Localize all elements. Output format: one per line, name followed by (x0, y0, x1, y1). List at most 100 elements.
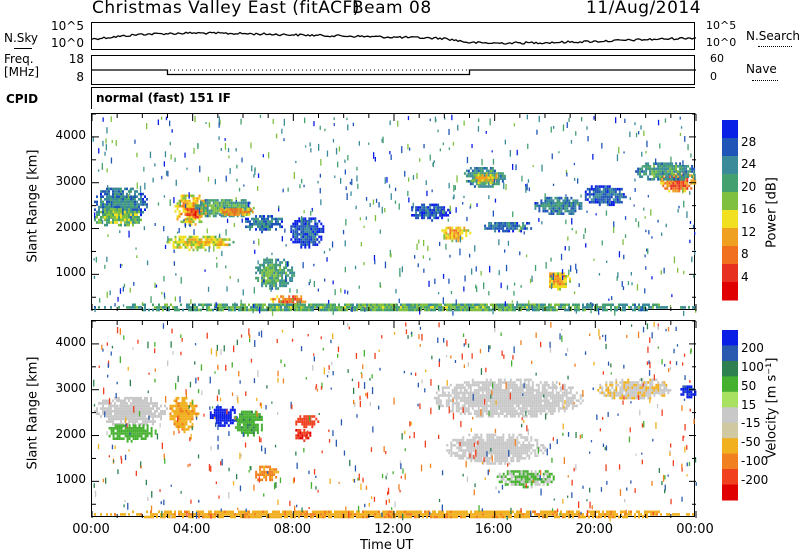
power-scatter-region (584, 185, 627, 207)
colorbar-tick-label: 50 (741, 378, 757, 393)
power-scatter-region (534, 196, 583, 215)
colorbar-swatch (722, 246, 738, 265)
nave-tick-high: 60 (710, 52, 724, 65)
power-panel (91, 113, 697, 316)
colorbar-swatch (722, 330, 738, 346)
nave-tick-low: 0 (710, 70, 717, 83)
colorbar-swatch (722, 422, 738, 439)
colorbar-tick-label: -50 (741, 435, 761, 450)
velocity-colorbar-label: Velocity [m s⁻¹] (764, 357, 780, 459)
nsky-legend-line (14, 48, 32, 49)
x-tick-label: 00:00 (72, 522, 110, 537)
velocity-panel (91, 320, 697, 522)
velocity-scatter-region (597, 378, 672, 400)
colorbar-swatch (722, 438, 738, 455)
power-scatter-region (166, 235, 235, 252)
power-scatter-region (484, 222, 533, 233)
power-scatter-region (94, 208, 142, 227)
velocity-scatter-region (94, 396, 168, 429)
axis-ticks (91, 320, 697, 518)
cpid-panel: normal (fast) 151 IF (91, 87, 695, 109)
power-scatter-region (411, 203, 452, 222)
velocity-plot (91, 320, 697, 522)
power-ylabel: Slant Range [km] (25, 149, 41, 263)
y-tick-label: 2000 (55, 219, 86, 234)
colorbar-tick-label: 16 (741, 202, 757, 216)
freq-unit-label: [MHz] (4, 65, 40, 79)
nsearch-tick-high: 10^5 (706, 19, 737, 32)
power-noise (92, 114, 697, 316)
y-tick-label: 3000 (55, 173, 86, 188)
velocity-scatter-region (209, 406, 238, 427)
nsky-trace (91, 31, 697, 45)
power-scatter-region (219, 208, 254, 216)
velocity-scatter-region (295, 415, 320, 429)
power-scatter-region (471, 173, 498, 185)
nsearch-legend-line (758, 46, 792, 47)
y-tick-label: 4000 (55, 127, 86, 142)
power-scatter-region (549, 272, 571, 291)
colorbar-swatch (722, 228, 738, 247)
freq-panel (91, 55, 696, 85)
colorbar-tick-label: -100 (741, 454, 769, 469)
colorbar-swatch (722, 407, 738, 424)
freq-tick-high: 18 (68, 52, 84, 66)
colorbar-tick-label: 24 (741, 157, 757, 171)
nsky-tick-high: 10^5 (51, 19, 84, 33)
beam-label: Beam 08 (352, 0, 432, 18)
power-colorbar (722, 120, 738, 301)
colorbar-tick-label: 28 (741, 134, 757, 149)
colorbar-swatch (722, 453, 738, 470)
nsky-panel (91, 22, 697, 50)
colorbar-tick-label: -15 (741, 416, 761, 431)
velocity-scatter-region (295, 429, 312, 442)
colorbar-tick-label: 20 (741, 179, 757, 194)
y-tick-label: 1000 (55, 472, 86, 487)
y-tick-label: 3000 (55, 380, 86, 395)
colorbar-swatch (722, 264, 738, 283)
cpid-label: CPID (6, 92, 39, 106)
colorbar-swatch (722, 282, 738, 301)
freq-tick-low: 8 (76, 70, 84, 84)
colorbar-swatch (722, 376, 738, 393)
cpid-text: normal (fast) 151 IF (96, 91, 231, 105)
velocity-colorbar (722, 330, 738, 501)
radar-title: Christmas Valley East (fitACF) (92, 0, 360, 18)
colorbar-swatch (722, 484, 738, 501)
velocity-scatter-region (234, 410, 263, 437)
y-tick-label: 1000 (55, 265, 86, 280)
velocity-scatter-region (169, 396, 200, 434)
colorbar-tick-label: -200 (741, 473, 769, 488)
nave-legend-line (752, 80, 778, 81)
colorbar-swatch (722, 360, 738, 377)
colorbar-tick-label: 12 (741, 224, 757, 239)
nsearch-label: N.Search (746, 29, 800, 43)
nave-label: Nave (746, 62, 777, 76)
colorbar-swatch (722, 469, 738, 486)
colorbar-tick-label: 15 (741, 397, 757, 412)
nsky-tick-low: 10^0 (51, 36, 84, 50)
axis-ticks (91, 113, 697, 311)
colorbar-swatch (722, 345, 738, 362)
nsearch-tick-low: 10^0 (706, 36, 737, 49)
freq-label: Freq. (4, 52, 34, 66)
x-tick-label: 20:00 (575, 522, 614, 537)
power-scatter-region (245, 215, 283, 234)
colorbar-swatch (722, 156, 738, 175)
power-scatter-region (635, 162, 696, 181)
nsky-label: N.Sky (4, 31, 39, 45)
colorbar-swatch (722, 138, 738, 157)
power-scatter-region (94, 303, 696, 312)
colorbar-tick-label: 200 (741, 340, 764, 355)
power-plot (91, 113, 697, 316)
x-tick-label: 00:00 (676, 522, 714, 537)
velocity-scatter-region (108, 424, 157, 443)
velocity-noise (93, 321, 697, 522)
power-colorbar-label: Power [dB] (764, 177, 780, 248)
colorbar-tick-label: 8 (741, 247, 749, 261)
x-tick-label: 12:00 (374, 522, 412, 537)
x-tick-label: 08:00 (273, 522, 312, 537)
x-axis-label: Time UT (360, 538, 414, 553)
y-tick-label: 2000 (55, 426, 86, 441)
colorbar-swatch (722, 192, 738, 211)
